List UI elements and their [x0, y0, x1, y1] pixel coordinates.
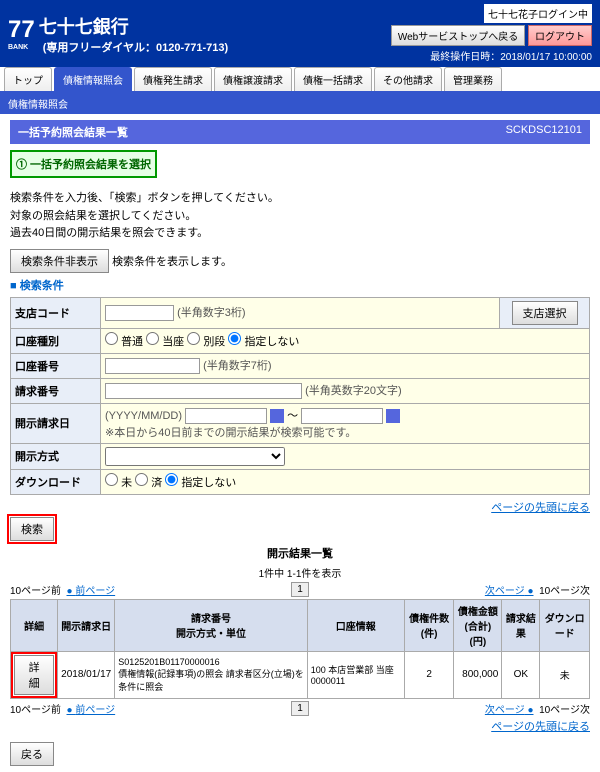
table-row: 詳細 2018/01/17 S0125201B01170000016 債権情報(… — [11, 651, 590, 698]
dl-done[interactable]: 済 — [135, 477, 162, 489]
hide-conditions-button[interactable]: 検索条件非表示 — [10, 249, 109, 273]
back-button[interactable]: 戻る — [10, 742, 54, 766]
sub-nav[interactable]: 債権情報照会 — [0, 93, 600, 114]
next-page-btm[interactable]: 次ページ ● — [485, 701, 534, 716]
tab-admin[interactable]: 管理業務 — [444, 67, 502, 91]
main-tabs: トップ 債権情報照会 債権発生請求 債権譲渡請求 債権一括請求 その他請求 管理… — [0, 67, 600, 93]
acct-type-none[interactable]: 指定しない — [228, 336, 299, 348]
page-top-link[interactable]: ページの先頭に戻る — [491, 502, 590, 514]
step-indicator: ① 一括予約照会結果を選択 — [10, 150, 157, 178]
branch-code-input[interactable] — [105, 305, 174, 321]
login-status: 七十七花子ログイン中 — [488, 10, 588, 21]
calendar-icon[interactable] — [270, 409, 284, 423]
header: 77BANK 七十七銀行 (専用フリーダイヤル：0120-771-713) 七十… — [0, 0, 600, 67]
dl-none[interactable]: 指定しない — [165, 477, 236, 489]
page-number-btm[interactable]: 1 — [291, 701, 309, 716]
search-form: 支店コード (半角数字3桁) 支店選択 口座種別 普通 当座 別段 指定しない … — [10, 297, 590, 495]
tab-inquiry[interactable]: 債権情報照会 — [54, 67, 132, 91]
tab-top[interactable]: トップ — [4, 67, 52, 91]
pager-bottom: 10ページ前 ● 前ページ 1 次ページ ● 10ページ次 — [10, 701, 590, 716]
hide-note: 検索条件を表示します。 — [112, 256, 232, 268]
next-page[interactable]: 次ページ ● — [485, 582, 534, 597]
tab-batch[interactable]: 債権一括請求 — [294, 67, 372, 91]
bank-logo: 77BANK 七十七銀行 (専用フリーダイヤル：0120-771-713) — [8, 13, 228, 55]
header-right: 七十七花子ログイン中 Webサービストップへ戻る ログアウト 最終操作日時：20… — [391, 4, 592, 63]
date-from-input[interactable] — [185, 408, 267, 424]
prev-page-btm[interactable]: ● 前ページ — [67, 701, 116, 716]
dl-not[interactable]: 未 — [105, 477, 132, 489]
pager-top: 10ページ前 ● 前ページ 1 次ページ ● 10ページ次 — [10, 582, 590, 597]
result-count: 1件中 1-1件を表示 — [10, 565, 590, 580]
calendar-icon[interactable] — [386, 409, 400, 423]
screen-id: SCKDSC12101 — [506, 124, 582, 140]
result-title: 開示結果一覧 — [10, 545, 590, 561]
detail-button[interactable]: 詳細 — [14, 655, 54, 695]
bank-name: 七十七銀行 — [39, 13, 229, 39]
dial-number: (専用フリーダイヤル：0120-771-713) — [43, 39, 229, 55]
col-req: 請求番号 開示方式・単位 — [115, 599, 307, 651]
tab-issue[interactable]: 債権発生請求 — [134, 67, 212, 91]
method-select[interactable] — [105, 447, 285, 466]
request-no-input[interactable] — [105, 383, 302, 399]
result-table: 詳細開示請求日 請求番号 開示方式・単位 口座情報債権件数(件) 債権金額 (合… — [10, 599, 590, 699]
tab-transfer[interactable]: 債権譲渡請求 — [214, 67, 292, 91]
section-title: 一括予約照会結果一覧 SCKDSC12101 — [10, 120, 590, 144]
page-number[interactable]: 1 — [291, 582, 309, 597]
page-top-link-btm[interactable]: ページの先頭に戻る — [491, 721, 590, 733]
search-conditions-label: ■ 検索条件 — [10, 277, 590, 293]
tab-other[interactable]: その他請求 — [374, 67, 442, 91]
logout-button[interactable]: ログアウト — [528, 25, 592, 46]
prev-page[interactable]: ● 前ページ — [67, 582, 116, 597]
instructions: 検索条件を入力後、「検索」ボタンを押してください。 対象の照会結果を選択してくだ… — [10, 190, 590, 243]
acct-no-input[interactable] — [105, 358, 200, 374]
acct-type-current[interactable]: 当座 — [146, 336, 184, 348]
web-top-button[interactable]: Webサービストップへ戻る — [391, 25, 525, 46]
acct-type-normal[interactable]: 普通 — [105, 336, 143, 348]
date-to-input[interactable] — [301, 408, 383, 424]
last-operation: 最終操作日時：2018/01/17 10:00:00 — [391, 48, 592, 63]
acct-type-special[interactable]: 別段 — [187, 336, 225, 348]
branch-select-button[interactable]: 支店選択 — [512, 301, 578, 325]
search-button[interactable]: 検索 — [10, 517, 54, 541]
